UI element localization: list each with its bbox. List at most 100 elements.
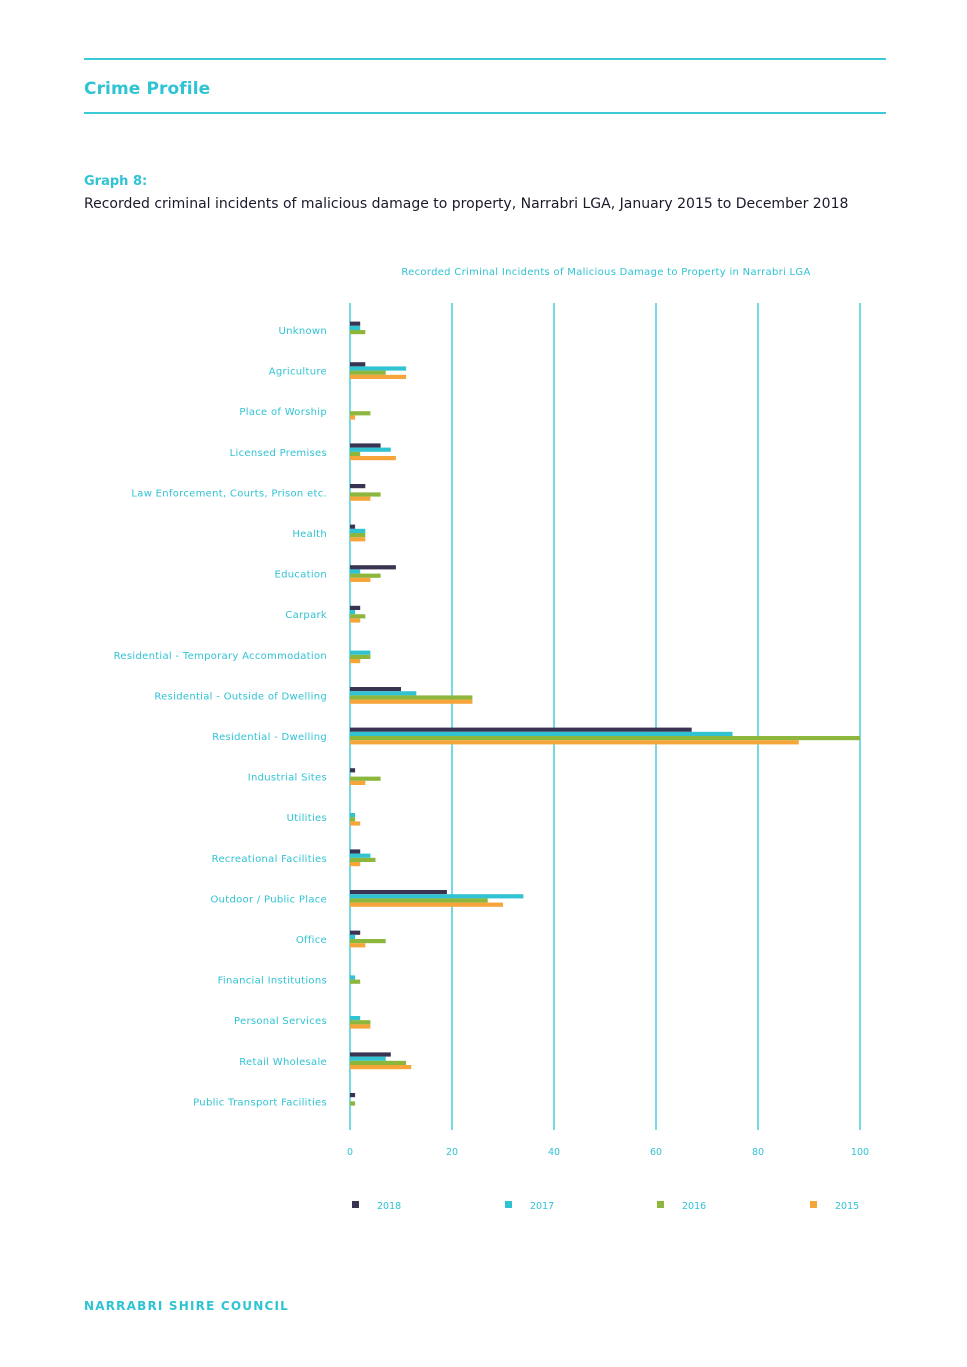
chart-title: Recorded Criminal Incidents of Malicious… xyxy=(401,267,810,278)
category-label: Place of Worship xyxy=(239,407,327,418)
bar-2016 xyxy=(350,654,371,659)
bar-2015 xyxy=(350,1065,412,1070)
bar-2015 xyxy=(350,699,473,704)
bar-2017 xyxy=(350,691,417,696)
bar-2015 xyxy=(350,456,396,461)
bar-2016 xyxy=(350,776,381,781)
bar-2017 xyxy=(350,569,361,574)
bar-2017 xyxy=(350,853,371,858)
category-label: Carpark xyxy=(285,610,327,621)
bar-2015 xyxy=(350,496,371,501)
bar-2016 xyxy=(350,1020,371,1025)
bar-2016 xyxy=(350,330,366,335)
bar-2017 xyxy=(350,610,356,615)
x-tick-label: 100 xyxy=(851,1147,869,1158)
legend-swatch-2015 xyxy=(810,1201,817,1208)
category-label: Outdoor / Public Place xyxy=(210,894,327,905)
bar-2016 xyxy=(350,370,386,375)
bar-2017 xyxy=(350,813,356,818)
bar-2016 xyxy=(350,817,356,822)
category-label: Health xyxy=(292,529,327,540)
bar-2015 xyxy=(350,374,407,379)
bar-2015 xyxy=(350,740,799,745)
category-label: Education xyxy=(275,570,328,581)
bar-2016 xyxy=(350,695,473,700)
x-tick-label: 40 xyxy=(548,1147,560,1158)
category-label: Residential - Temporary Accommodation xyxy=(114,651,327,662)
bar-2016 xyxy=(350,451,361,456)
bar-2016 xyxy=(350,573,381,578)
bar-2018 xyxy=(350,524,356,529)
bar-2015 xyxy=(350,618,361,623)
bar-2016 xyxy=(350,614,366,619)
bar-2015 xyxy=(350,821,361,826)
bar-2015 xyxy=(350,780,366,785)
bar-2017 xyxy=(350,975,356,980)
bar-2018 xyxy=(350,1093,356,1098)
bar-2016 xyxy=(350,979,361,984)
bar-2016 xyxy=(350,492,381,497)
bar-2018 xyxy=(350,930,361,935)
bar-2016 xyxy=(350,1060,407,1065)
bar-2017 xyxy=(350,650,371,655)
category-label: Recreational Facilities xyxy=(212,854,327,865)
bar-2016 xyxy=(350,736,860,741)
legend-swatch-2018 xyxy=(352,1201,359,1208)
legend-swatch-2017 xyxy=(505,1201,512,1208)
section-title: Crime Profile xyxy=(84,79,211,99)
category-label: Public Transport Facilities xyxy=(193,1097,327,1108)
bar-2018 xyxy=(350,890,447,895)
category-label: Unknown xyxy=(278,326,327,337)
bar-2016 xyxy=(350,857,376,862)
bar-2018 xyxy=(350,687,401,692)
bar-2015 xyxy=(350,1024,371,1029)
legend-label-2016: 2016 xyxy=(682,1201,706,1212)
bar-2015 xyxy=(350,902,503,907)
x-tick-label: 60 xyxy=(650,1147,662,1158)
graph-caption: Recorded criminal incidents of malicious… xyxy=(84,196,849,212)
bar-2018 xyxy=(350,565,396,570)
top-rule xyxy=(84,58,886,60)
bar-2017 xyxy=(350,894,524,899)
category-label: Industrial Sites xyxy=(248,773,327,784)
bar-2017 xyxy=(350,934,356,939)
bar-2015 xyxy=(350,577,371,582)
bar-2015 xyxy=(350,415,356,420)
category-label: Financial Institutions xyxy=(218,976,327,987)
category-label: Law Enforcement, Courts, Prison etc. xyxy=(131,488,327,499)
bar-2016 xyxy=(350,1101,356,1106)
bar-2015 xyxy=(350,537,366,542)
graph-label: Graph 8: xyxy=(84,174,148,189)
footer-org-name: NARRABRI SHIRE COUNCIL xyxy=(84,1299,290,1313)
bar-2017 xyxy=(350,447,391,452)
bar-2018 xyxy=(350,1052,391,1057)
bar-2018 xyxy=(350,849,361,854)
header-bottom-rule xyxy=(84,112,886,114)
bar-2017 xyxy=(350,731,733,736)
bar-2016 xyxy=(350,533,366,538)
bar-2017 xyxy=(350,1016,361,1021)
x-tick-label: 0 xyxy=(347,1147,353,1158)
category-label: Residential - Outside of Dwelling xyxy=(154,691,327,702)
category-label: Utilities xyxy=(287,813,327,824)
legend-label-2017: 2017 xyxy=(530,1201,554,1212)
category-label: Office xyxy=(296,935,327,946)
category-label: Residential - Dwelling xyxy=(212,732,327,743)
bar-2018 xyxy=(350,362,366,367)
bar-2018 xyxy=(350,768,356,773)
bar-2018 xyxy=(350,443,381,448)
x-tick-label: 80 xyxy=(752,1147,764,1158)
category-label: Licensed Premises xyxy=(230,448,327,459)
legend-label-2015: 2015 xyxy=(835,1201,859,1212)
category-label: Retail Wholesale xyxy=(239,1057,327,1068)
bar-2017 xyxy=(350,1056,386,1061)
legend-label-2018: 2018 xyxy=(377,1201,401,1212)
bar-2017 xyxy=(350,528,366,533)
bar-2018 xyxy=(350,321,361,326)
bar-2017 xyxy=(350,325,361,330)
bar-2017 xyxy=(350,366,407,371)
category-label: Agriculture xyxy=(269,367,327,378)
bar-2015 xyxy=(350,943,366,948)
bar-2018 xyxy=(350,484,366,489)
